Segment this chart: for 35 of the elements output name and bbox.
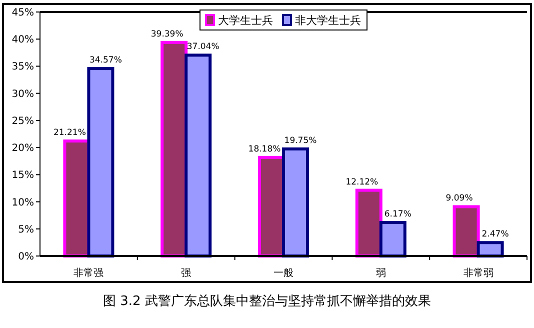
y-tick-label: 30% [12, 88, 34, 100]
x-tick-label: 强 [181, 268, 192, 279]
text: 图 3.2 武警广东总队集中整治与坚持常抓不懈举措的效果 [103, 294, 431, 309]
y-tick-label: 35% [12, 62, 34, 73]
legend-label: 大学生士兵 [218, 14, 273, 27]
data-label: 6.17% [384, 210, 412, 220]
y-tick-label: 25% [12, 116, 34, 127]
bar [476, 241, 504, 258]
data-label: 39.39% [150, 29, 184, 40]
data-label: 19.75% [284, 136, 317, 146]
data-label: 12.12% [346, 177, 378, 188]
bar [184, 54, 212, 258]
x-tick-label: 弱 [376, 268, 386, 279]
y-tick-label: 0% [18, 252, 34, 262]
x-tick-label: 非常弱 [463, 267, 494, 279]
data-label: 34.57% [89, 56, 122, 66]
x-tick-label: 非常强 [74, 267, 104, 279]
data-label: 37.04% [186, 42, 220, 52]
y-tick-label: 40% [12, 34, 34, 46]
data-label: 9.09% [446, 194, 473, 204]
bar [282, 147, 309, 258]
legend-label: 非大学生士兵 [295, 14, 361, 27]
x-tick-label: 一般 [274, 268, 294, 279]
bar [355, 188, 382, 258]
data-label: 2.47% [482, 230, 509, 240]
y-tick-label: 5% [18, 224, 34, 236]
y-tick-label: 20% [12, 143, 34, 154]
y-tick-label: 45% [12, 8, 34, 18]
bar [452, 205, 480, 258]
bar [87, 67, 114, 258]
y-tick-label: 15% [12, 170, 34, 182]
bar [379, 221, 406, 258]
y-tick-label: 10% [12, 197, 34, 208]
data-label: 18.18% [248, 144, 281, 154]
data-label: 21.21% [53, 128, 86, 138]
